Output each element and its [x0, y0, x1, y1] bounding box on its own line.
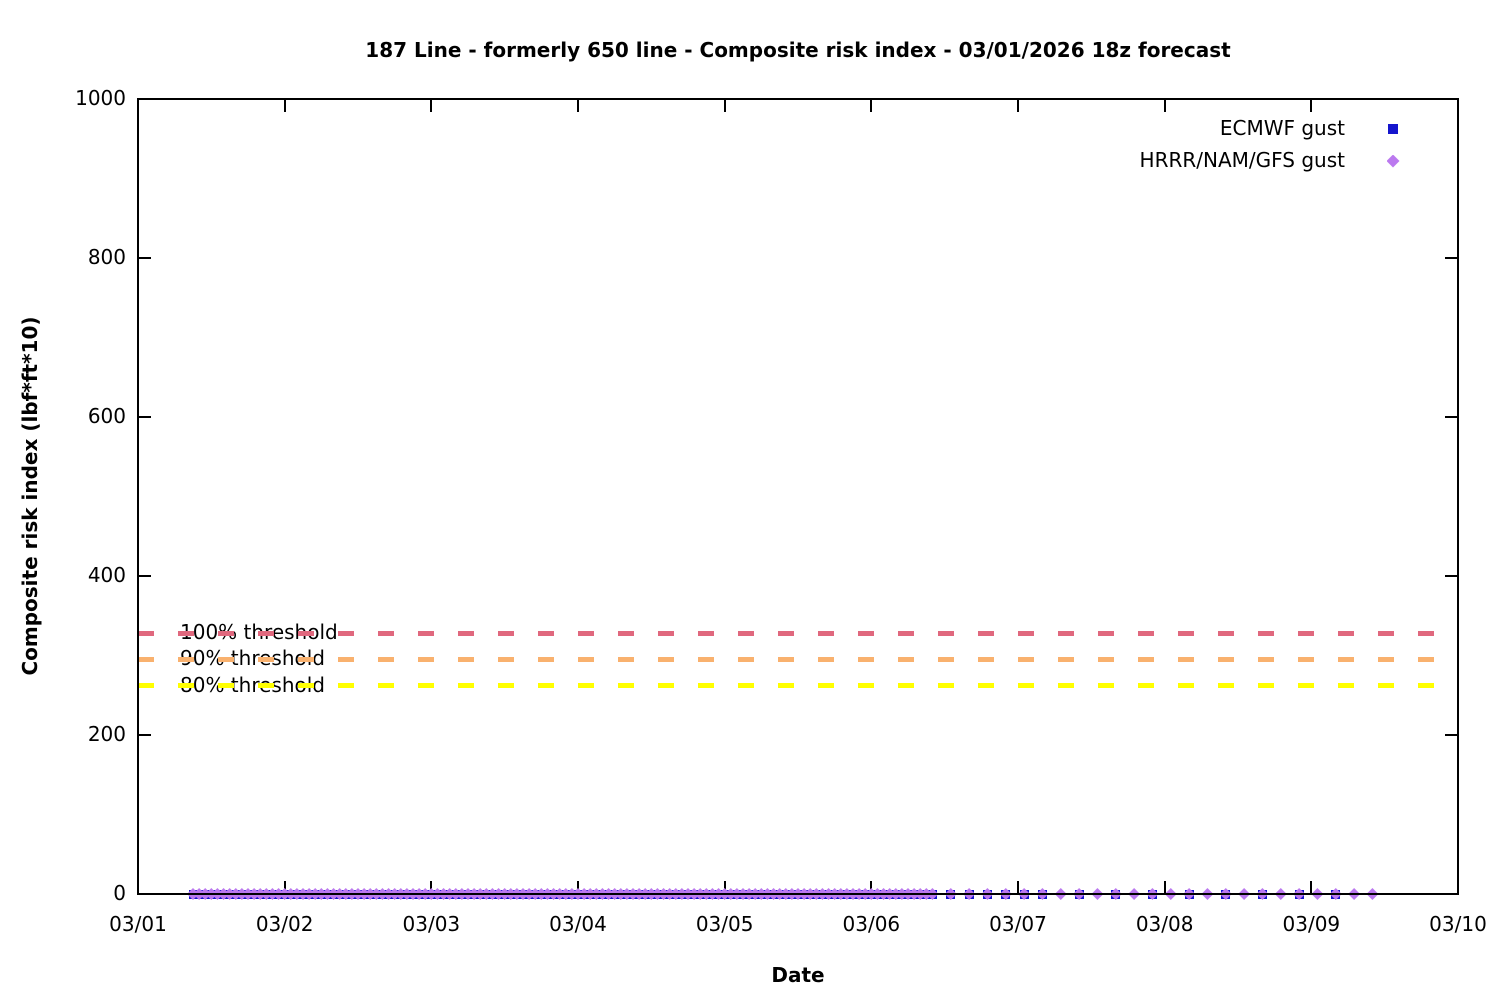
x-tick-top: [1310, 100, 1313, 112]
threshold-line: [138, 683, 1458, 689]
legend-entry-label: ECMWF gust: [1219, 116, 1345, 140]
x-tick-bottom: [723, 881, 726, 893]
data-point-hrrr-nam-gfs-gust: [1274, 888, 1287, 900]
x-tick-bottom: [1310, 881, 1313, 893]
x-tick-label: 03/06: [842, 912, 901, 936]
data-point-hrrr-nam-gfs-gust: [1091, 888, 1104, 900]
y-tick-right: [1445, 98, 1457, 100]
x-tick-bottom: [430, 881, 433, 893]
x-tick-label: 03/05: [695, 912, 754, 936]
legend-marker-hrrr-nam-gfs-gust: [1386, 154, 1400, 168]
x-tick-top: [137, 100, 139, 112]
data-point-hrrr-nam-gfs-gust: [1054, 888, 1067, 900]
x-tick-bottom: [1163, 881, 1166, 893]
x-tick-bottom: [137, 881, 139, 893]
x-tick-bottom: [1457, 881, 1459, 893]
x-tick-bottom: [1017, 881, 1019, 893]
x-tick-top: [577, 100, 579, 112]
y-tick-left: [139, 575, 151, 577]
x-tick-bottom: [283, 881, 286, 893]
x-tick-top: [723, 100, 726, 112]
y-tick-label: 400: [87, 563, 126, 587]
y-tick-label: 800: [87, 245, 126, 269]
x-tick-label: 03/02: [255, 912, 314, 936]
y-tick-left: [139, 98, 151, 100]
x-tick-bottom: [870, 881, 873, 893]
y-tick-label: 0: [113, 881, 126, 905]
x-tick-top: [1457, 100, 1459, 112]
legend-entry-label: HRRR/NAM/GFS gust: [1139, 148, 1345, 172]
x-axis-label: Date: [771, 963, 825, 987]
y-tick-left: [139, 734, 151, 736]
data-point-hrrr-nam-gfs-gust: [1366, 888, 1379, 900]
y-tick-right: [1445, 416, 1457, 418]
y-tick-right: [1445, 734, 1457, 736]
threshold-line: [138, 630, 1458, 636]
x-tick-label: 03/04: [549, 912, 607, 936]
data-point-hrrr-nam-gfs-gust: [1311, 888, 1324, 900]
y-tick-left: [139, 416, 151, 418]
y-tick-right: [1445, 893, 1457, 895]
x-tick-label: 03/09: [1282, 912, 1341, 936]
x-tick-label: 03/07: [989, 912, 1047, 936]
y-tick-left: [139, 893, 151, 895]
x-tick-bottom: [577, 881, 579, 893]
x-tick-label: 03/01: [109, 912, 167, 936]
x-tick-top: [1017, 100, 1019, 112]
y-tick-label: 200: [87, 722, 126, 746]
data-point-hrrr-nam-gfs-gust: [1128, 888, 1141, 900]
x-tick-label: 03/03: [402, 912, 461, 936]
data-point-hrrr-nam-gfs-gust: [1348, 888, 1361, 900]
x-tick-top: [430, 100, 433, 112]
plot-frame: [137, 98, 1459, 895]
y-tick-label: 1000: [75, 86, 126, 110]
threshold-line: [138, 656, 1458, 662]
y-tick-right: [1445, 257, 1457, 259]
y-axis-label: Composite risk index (lbf*ft*10): [18, 316, 42, 676]
legend-marker-ecmwf-gust: [1388, 124, 1398, 134]
data-point-hrrr-nam-gfs-gust: [1201, 888, 1214, 900]
x-tick-top: [1163, 100, 1166, 112]
chart-title: 187 Line - formerly 650 line - Composite…: [365, 38, 1231, 62]
data-point-hrrr-nam-gfs-gust: [1238, 888, 1251, 900]
y-tick-left: [139, 257, 151, 259]
x-tick-label: 03/08: [1135, 912, 1194, 936]
x-tick-label: 03/10: [1429, 912, 1487, 936]
y-tick-right: [1445, 575, 1457, 577]
x-tick-top: [283, 100, 286, 112]
data-point-hrrr-nam-gfs-gust: [1164, 888, 1177, 900]
y-tick-label: 600: [87, 404, 126, 428]
x-tick-top: [870, 100, 873, 112]
